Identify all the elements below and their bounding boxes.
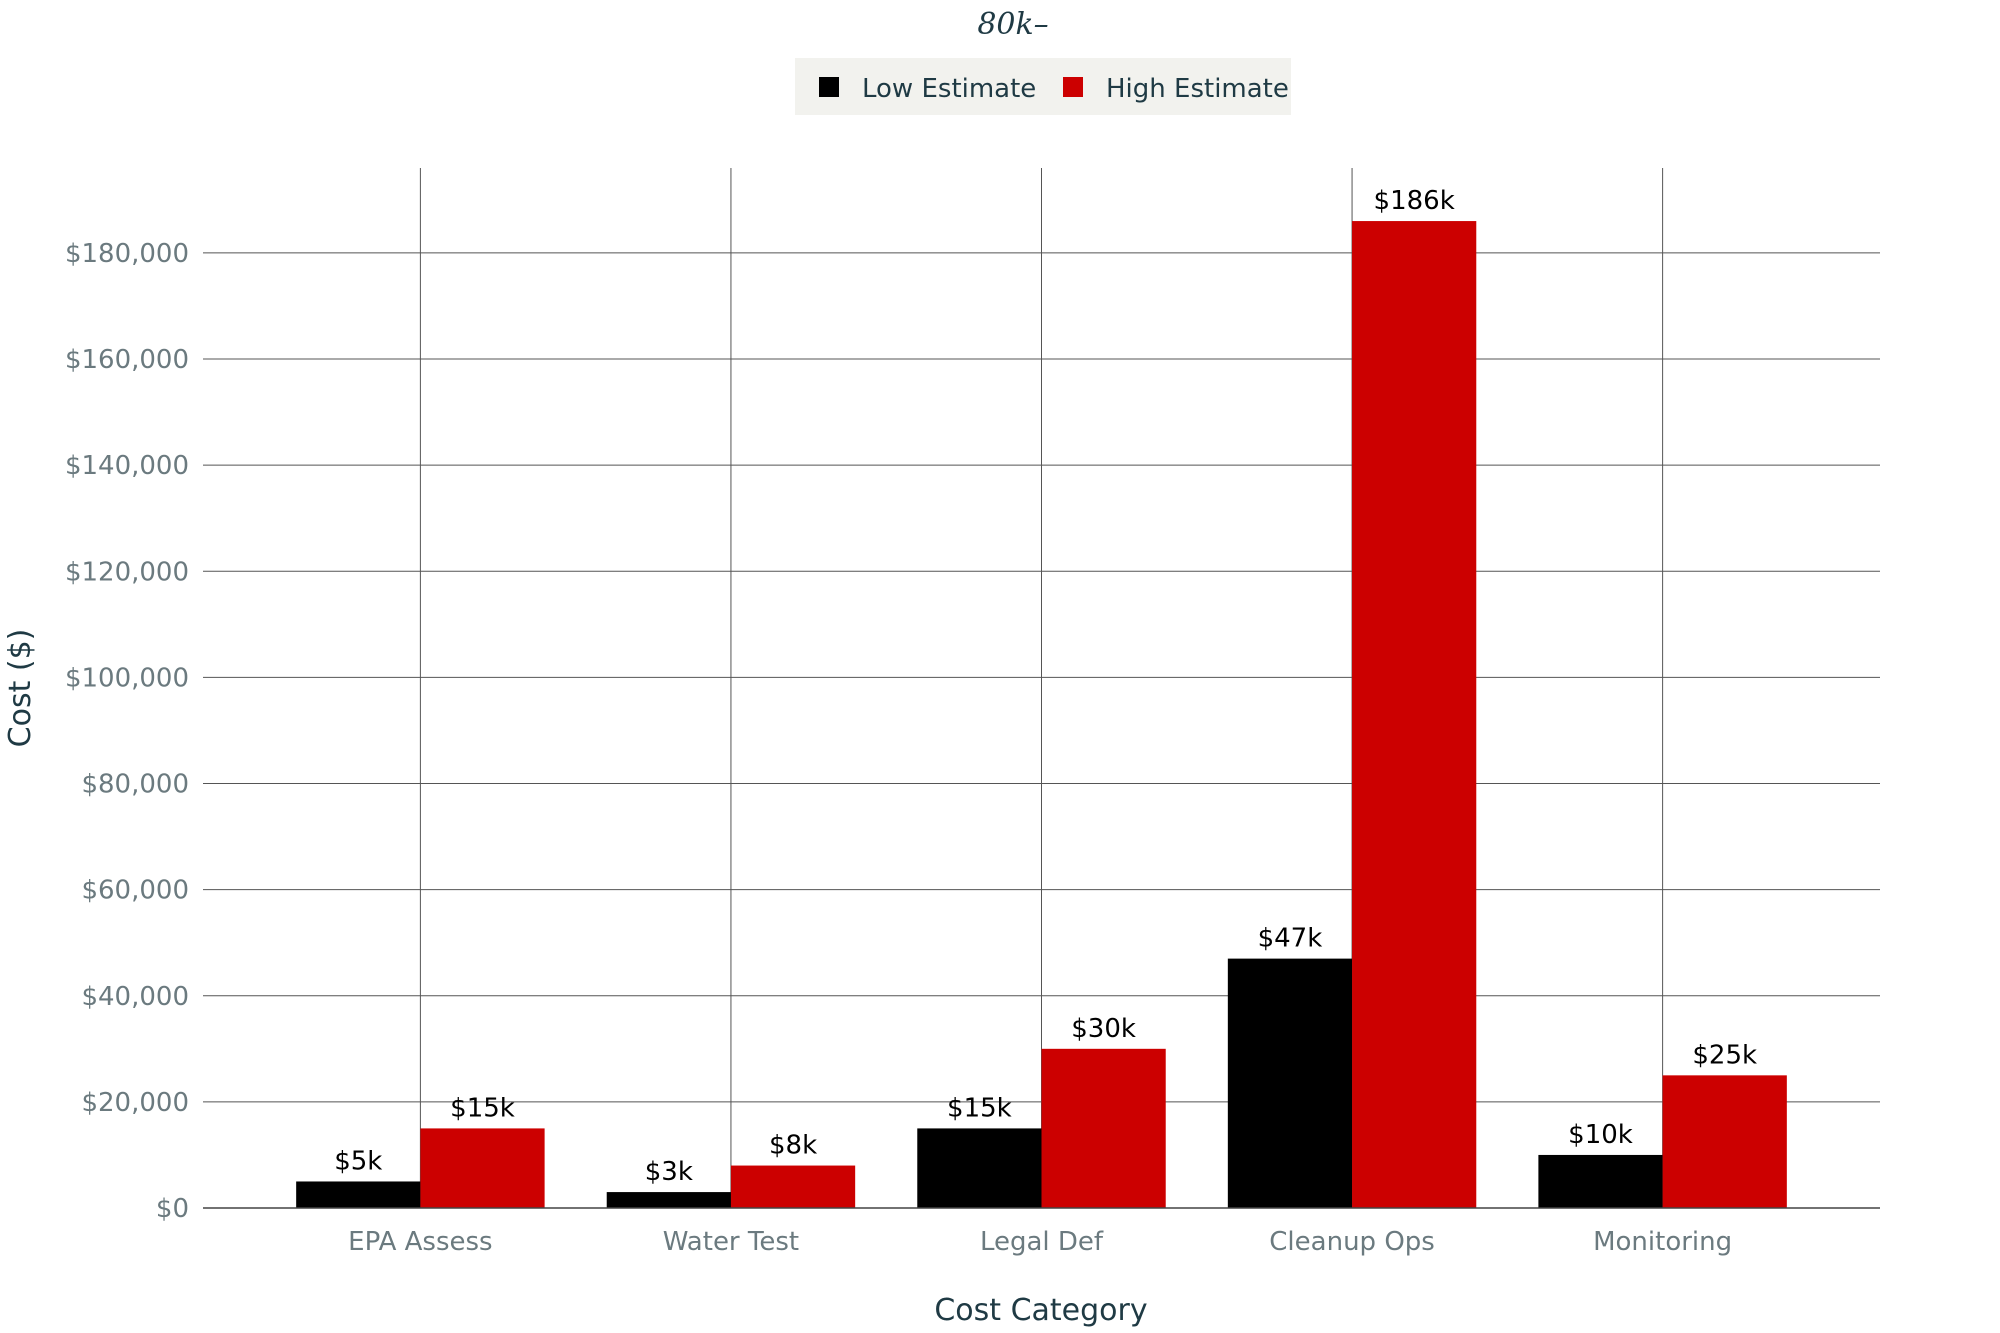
y-tick-label: $180,000 [65, 239, 189, 269]
x-axis-title: Cost Category [934, 1293, 1147, 1328]
bar-value-label: $15k [947, 1093, 1012, 1123]
bar-value-label: $25k [1692, 1040, 1757, 1070]
bar-value-label: $3k [645, 1157, 693, 1187]
bar-value-label: $47k [1258, 924, 1323, 954]
bar-low-estimate[interactable] [917, 1128, 1042, 1208]
bar-value-label: $186k [1374, 186, 1455, 216]
y-tick-label: $100,000 [65, 663, 189, 693]
y-tick-label: $40,000 [81, 982, 189, 1012]
legend-swatch-low-estimate[interactable] [819, 77, 839, 97]
y-tick-label: $20,000 [81, 1088, 189, 1118]
x-tick-label: Cleanup Ops [1269, 1227, 1435, 1257]
bar-high-estimate[interactable] [730, 1165, 856, 1208]
y-axis-title: Cost ($) [3, 629, 38, 748]
legend-background [795, 58, 1291, 115]
y-tick-label: $80,000 [81, 770, 189, 800]
y-tick-label: $140,000 [65, 451, 189, 481]
bar-high-estimate[interactable] [420, 1128, 545, 1208]
x-axis-tick-labels: EPA Assess Water Test Legal Def Cleanup Ops… [348, 1227, 1732, 1257]
y-axis-tick-labels: $0 $20,000 $40,000 $60,000 $80,000 $100,000 $1… [65, 239, 189, 1224]
bar-value-label: $30k [1071, 1014, 1136, 1044]
gridlines [203, 168, 1880, 1208]
legend-label-high-estimate[interactable]: High Estimate [1106, 74, 1289, 104]
legend-label-low-estimate[interactable]: Low Estimate [862, 74, 1036, 104]
bar-high-estimate[interactable] [1352, 221, 1477, 1208]
bar-low-estimate[interactable] [296, 1181, 421, 1208]
y-tick-label: $60,000 [81, 876, 189, 906]
y-tick-label: $160,000 [65, 345, 189, 375]
x-tick-label: Legal Def [980, 1227, 1104, 1257]
x-tick-label: EPA Assess [348, 1227, 492, 1257]
bar-low-estimate[interactable] [1538, 1154, 1663, 1208]
x-tick-label: Water Test [663, 1227, 799, 1257]
bar-low-estimate[interactable] [606, 1192, 731, 1208]
bar-value-label: $15k [450, 1093, 515, 1123]
legend-swatch-high-estimate[interactable] [1063, 77, 1083, 97]
bar-low-estimate[interactable] [1227, 958, 1353, 1208]
bar-value-labels: $5k $15k $3k $8k $15k $30k $47k $186k $10k $25k [334, 186, 1757, 1187]
y-tick-label: $120,000 [65, 557, 189, 587]
x-tick-label: Monitoring [1593, 1227, 1732, 1257]
y-tick-label: $0 [156, 1194, 189, 1224]
bar-value-label: $8k [769, 1131, 817, 1161]
bar-value-label: $10k [1568, 1120, 1633, 1150]
bar-high-estimate[interactable] [1041, 1048, 1166, 1208]
legend: Low Estimate High Estimate [795, 58, 1291, 115]
chart-title: 80k– [977, 7, 1048, 42]
bars [296, 221, 1787, 1208]
bar-value-label: $5k [334, 1146, 382, 1176]
bar-high-estimate[interactable] [1662, 1075, 1787, 1208]
